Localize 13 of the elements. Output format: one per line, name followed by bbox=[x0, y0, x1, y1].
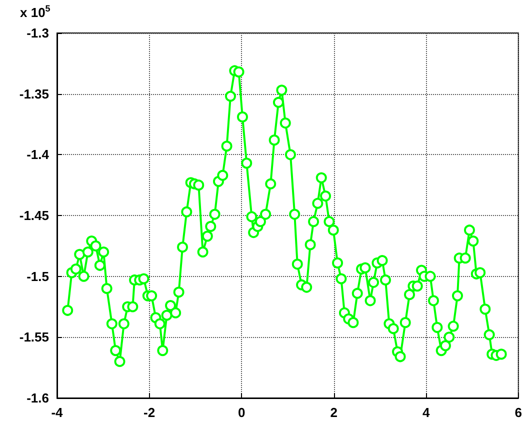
y-tick-label: -1.6 bbox=[26, 390, 49, 406]
y-tick-label: -1.3 bbox=[26, 26, 49, 40]
x-tick-label: -2 bbox=[143, 405, 156, 420]
x-tick-label: 2 bbox=[330, 405, 338, 420]
x-tick-label: -4 bbox=[51, 405, 64, 420]
y-tick-label: -1.35 bbox=[19, 86, 49, 102]
x-tick-label: 4 bbox=[422, 405, 430, 420]
y-tick-label: -1.5 bbox=[26, 268, 49, 284]
y-tick-label: -1.55 bbox=[19, 330, 49, 345]
x-tick-label: 0 bbox=[238, 405, 246, 420]
x-tick-label: 6 bbox=[514, 405, 522, 420]
y-tick-label: -1.45 bbox=[19, 208, 49, 223]
y-tick-label: -1.4 bbox=[26, 147, 50, 162]
